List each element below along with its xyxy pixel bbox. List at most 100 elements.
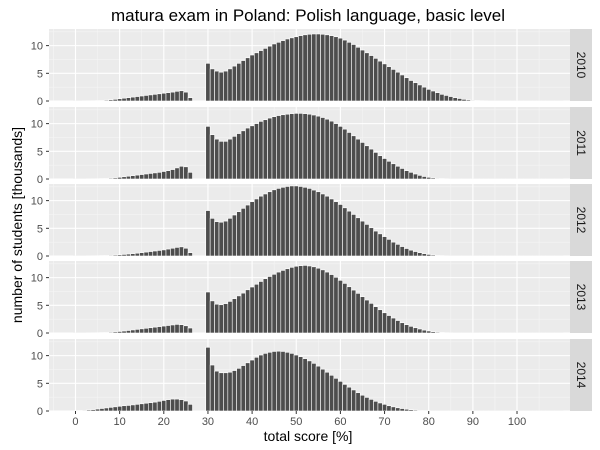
bar xyxy=(112,99,118,102)
bar xyxy=(130,253,136,257)
bar xyxy=(174,247,180,257)
bar xyxy=(121,97,127,102)
bar xyxy=(214,70,220,102)
bar xyxy=(399,246,405,257)
bar xyxy=(125,253,131,257)
bar xyxy=(377,309,383,334)
bar xyxy=(161,400,167,412)
bar xyxy=(324,118,330,180)
bar xyxy=(245,127,251,180)
bar xyxy=(125,175,131,180)
facet-panel-2014: 0 5 10 2014 xyxy=(31,339,592,418)
bar xyxy=(364,224,370,257)
bar xyxy=(373,152,379,180)
bar xyxy=(205,63,211,102)
bar xyxy=(165,92,171,102)
bar xyxy=(170,91,176,102)
bar xyxy=(267,45,273,102)
bar xyxy=(205,291,211,334)
bar xyxy=(404,408,410,412)
bar xyxy=(174,324,180,334)
bar xyxy=(165,325,171,334)
bar xyxy=(245,289,251,334)
bar xyxy=(249,359,255,412)
bar xyxy=(271,116,277,180)
bar xyxy=(329,374,335,412)
bar xyxy=(395,407,401,412)
bar xyxy=(382,63,388,102)
bar xyxy=(373,58,379,102)
bar xyxy=(231,214,237,257)
bar xyxy=(271,189,277,257)
bar xyxy=(421,253,427,257)
bar xyxy=(112,331,118,334)
bar xyxy=(183,400,189,412)
bar xyxy=(187,404,193,412)
bar xyxy=(404,324,410,334)
facet-strip-label: 2014 xyxy=(574,362,588,389)
bar xyxy=(346,210,352,257)
bar xyxy=(337,280,343,334)
bar xyxy=(373,230,379,257)
y-tick-label: 5 xyxy=(37,68,43,80)
bar xyxy=(324,34,330,102)
bar xyxy=(342,384,348,412)
bar xyxy=(112,254,118,257)
bar xyxy=(134,404,140,412)
bar xyxy=(262,278,268,334)
bar xyxy=(276,271,282,334)
bar xyxy=(258,195,264,257)
bar xyxy=(324,371,330,412)
bar xyxy=(262,193,268,257)
bar xyxy=(108,331,114,334)
bar xyxy=(337,126,343,180)
bar xyxy=(245,57,251,102)
bar xyxy=(426,177,432,180)
bar xyxy=(346,41,352,102)
bar xyxy=(130,329,136,334)
bar xyxy=(399,408,405,412)
bar xyxy=(121,330,127,334)
bar xyxy=(117,405,123,412)
bar xyxy=(209,134,215,180)
bar xyxy=(320,33,326,102)
facet-strip xyxy=(570,107,592,179)
bar xyxy=(351,135,357,180)
bar xyxy=(311,33,317,102)
bar xyxy=(262,353,268,412)
bar xyxy=(218,141,224,180)
bar xyxy=(364,397,370,412)
y-tick-label: 10 xyxy=(31,351,43,363)
bar xyxy=(170,398,176,412)
bar xyxy=(298,35,304,102)
bar xyxy=(165,399,171,412)
bar xyxy=(417,175,423,180)
bar xyxy=(139,95,145,102)
bar xyxy=(289,113,295,180)
bar xyxy=(258,354,264,412)
bar xyxy=(209,218,215,257)
facet-strip xyxy=(570,261,592,333)
bar xyxy=(280,114,286,180)
bar xyxy=(346,286,352,334)
bar xyxy=(236,63,242,102)
x-tick-label: 40 xyxy=(246,416,258,428)
bar xyxy=(152,250,158,257)
bar xyxy=(254,52,260,102)
bar xyxy=(134,329,140,334)
bar xyxy=(284,113,290,180)
bar xyxy=(125,405,131,412)
bar xyxy=(368,303,374,334)
bar xyxy=(289,185,295,257)
bar xyxy=(320,117,326,180)
bar xyxy=(386,315,392,334)
bar xyxy=(276,350,282,412)
bar xyxy=(355,392,361,412)
bar xyxy=(457,98,463,102)
bar xyxy=(178,324,184,334)
bar xyxy=(165,170,171,180)
bar xyxy=(143,327,149,334)
bar xyxy=(280,187,286,257)
bar xyxy=(390,163,396,180)
bar xyxy=(258,50,264,102)
